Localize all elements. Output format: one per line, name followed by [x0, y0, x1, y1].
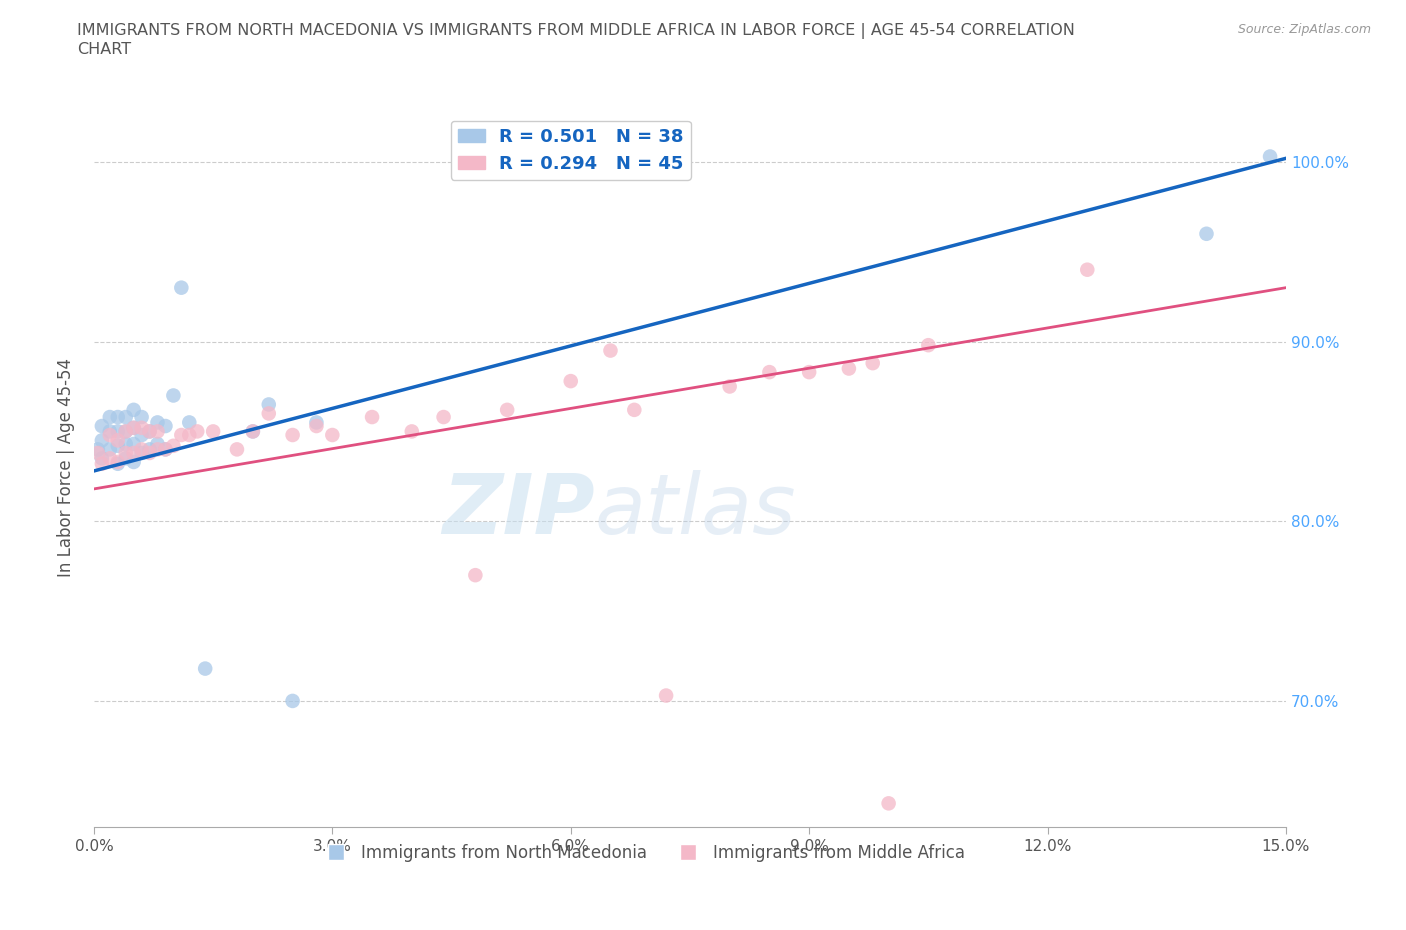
Point: [862, 355, 884, 370]
Point: [138, 424, 160, 439]
Point: [122, 455, 145, 470]
Point: [107, 457, 129, 472]
Point: [122, 436, 145, 451]
Point: [305, 418, 328, 433]
Point: [98, 424, 121, 439]
Point: [107, 433, 129, 448]
Point: [226, 442, 249, 457]
Point: [202, 424, 225, 439]
Y-axis label: In Labor Force | Age 45-54: In Labor Force | Age 45-54: [58, 358, 75, 577]
Point: [599, 343, 621, 358]
Point: [281, 694, 304, 709]
Point: [114, 445, 136, 460]
Text: ZIP: ZIP: [441, 470, 595, 551]
Point: [122, 420, 145, 435]
Point: [321, 428, 343, 443]
Point: [758, 365, 780, 379]
Point: [155, 442, 177, 457]
Point: [257, 406, 280, 421]
Point: [1076, 262, 1098, 277]
Point: [131, 409, 153, 424]
Point: [107, 409, 129, 424]
Point: [87, 445, 110, 460]
Point: [131, 442, 153, 457]
Point: [138, 442, 160, 457]
Point: [90, 433, 112, 448]
Point: [131, 445, 153, 460]
Point: [146, 415, 169, 430]
Point: [90, 451, 112, 466]
Point: [98, 442, 121, 457]
Point: [877, 796, 900, 811]
Point: [107, 455, 129, 470]
Text: atlas: atlas: [595, 470, 796, 551]
Point: [131, 420, 153, 435]
Point: [98, 428, 121, 443]
Point: [155, 442, 177, 457]
Point: [186, 424, 208, 439]
Point: [162, 388, 184, 403]
Text: IMMIGRANTS FROM NORTH MACEDONIA VS IMMIGRANTS FROM MIDDLE AFRICA IN LABOR FORCE : IMMIGRANTS FROM NORTH MACEDONIA VS IMMIG…: [77, 23, 1076, 57]
Point: [917, 338, 939, 352]
Point: [122, 420, 145, 435]
Point: [155, 418, 177, 433]
Point: [401, 424, 423, 439]
Point: [281, 428, 304, 443]
Point: [146, 436, 169, 451]
Point: [1195, 226, 1218, 241]
Point: [305, 415, 328, 430]
Legend: Immigrants from North Macedonia, Immigrants from Middle Africa: Immigrants from North Macedonia, Immigra…: [312, 837, 972, 869]
Point: [496, 403, 519, 418]
Point: [107, 424, 129, 439]
Point: [162, 438, 184, 453]
Point: [122, 445, 145, 460]
Point: [797, 365, 820, 379]
Point: [179, 428, 201, 443]
Point: [655, 688, 678, 703]
Point: [361, 409, 384, 424]
Point: [138, 445, 160, 460]
Point: [87, 442, 110, 457]
Point: [114, 424, 136, 439]
Point: [179, 415, 201, 430]
Point: [170, 428, 193, 443]
Point: [131, 428, 153, 443]
Point: [146, 442, 169, 457]
Point: [242, 424, 264, 439]
Point: [838, 361, 860, 376]
Point: [560, 374, 582, 389]
Point: [98, 409, 121, 424]
Point: [146, 424, 169, 439]
Point: [114, 451, 136, 466]
Point: [114, 424, 136, 439]
Point: [90, 457, 112, 472]
Point: [107, 438, 129, 453]
Point: [194, 661, 217, 676]
Point: [718, 379, 741, 394]
Point: [432, 409, 454, 424]
Point: [122, 403, 145, 418]
Text: Source: ZipAtlas.com: Source: ZipAtlas.com: [1237, 23, 1371, 36]
Point: [242, 424, 264, 439]
Point: [90, 418, 112, 433]
Point: [114, 436, 136, 451]
Point: [257, 397, 280, 412]
Point: [464, 567, 486, 582]
Point: [98, 451, 121, 466]
Point: [170, 280, 193, 295]
Point: [114, 409, 136, 424]
Point: [138, 424, 160, 439]
Point: [1258, 149, 1281, 164]
Point: [623, 403, 645, 418]
